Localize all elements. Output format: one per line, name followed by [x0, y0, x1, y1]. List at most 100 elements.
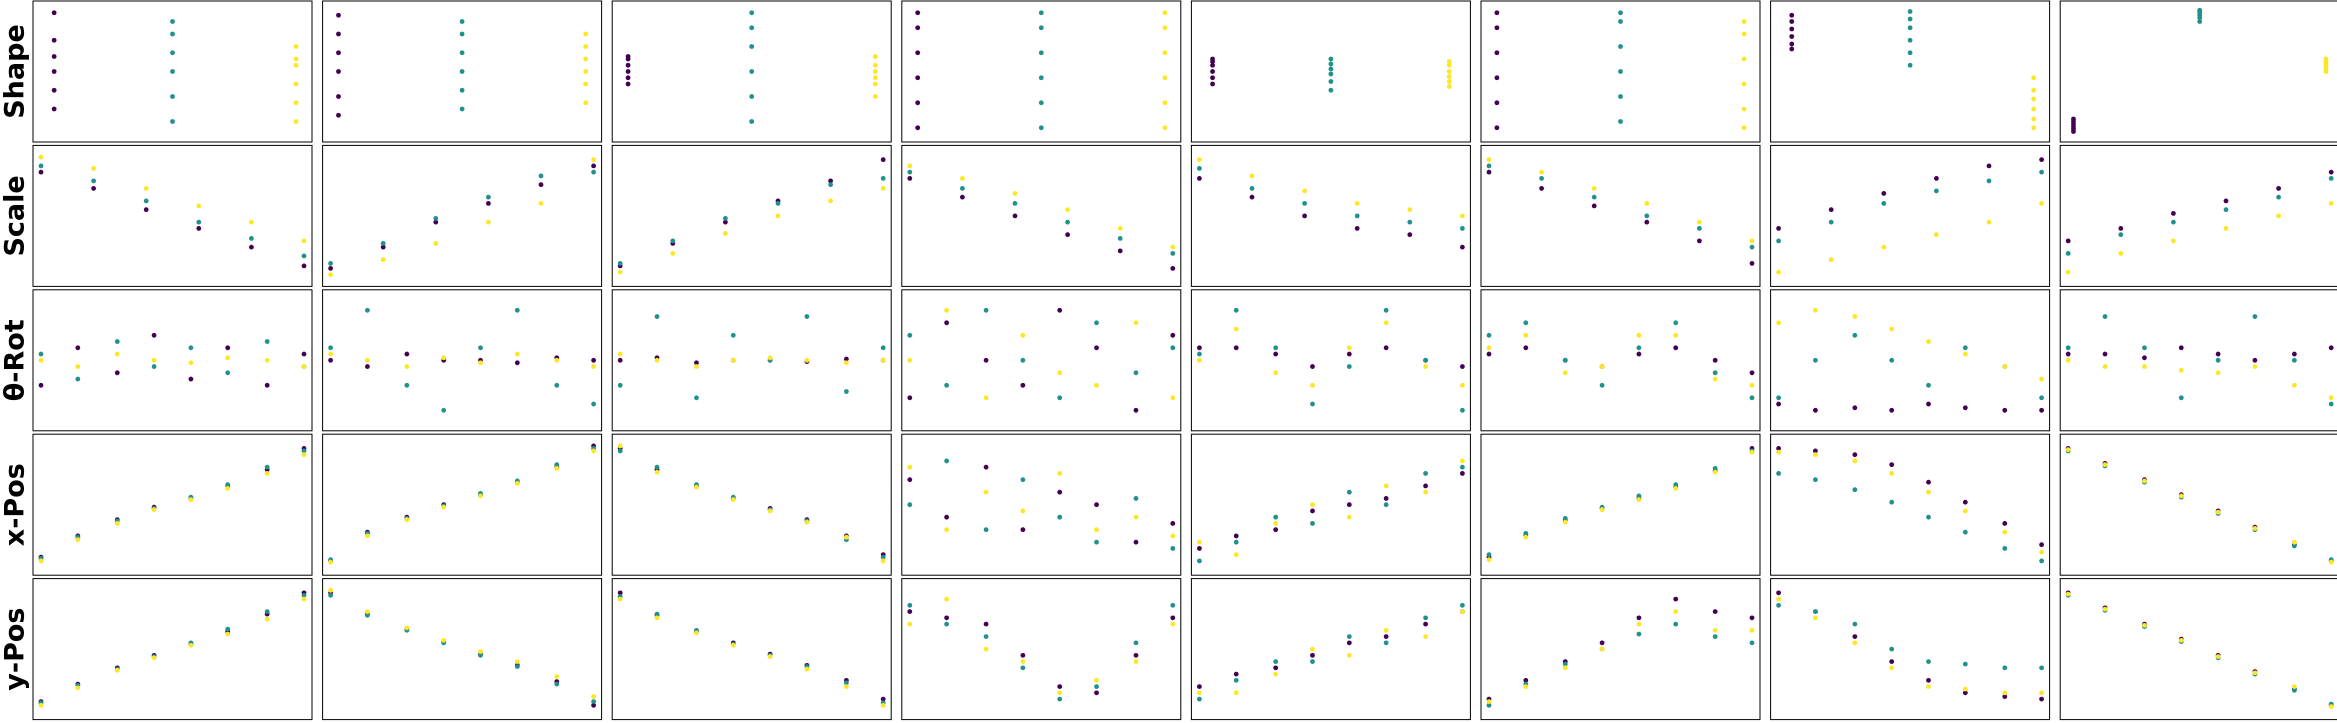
point — [730, 332, 736, 338]
point — [617, 590, 623, 596]
point — [1094, 320, 1099, 326]
point — [1117, 248, 1123, 254]
point — [983, 464, 989, 470]
point — [1038, 125, 1044, 131]
point — [907, 169, 913, 175]
point — [1446, 59, 1452, 64]
point — [478, 652, 483, 658]
point — [293, 44, 299, 49]
point — [1673, 609, 1679, 614]
point — [654, 464, 660, 470]
point — [336, 112, 341, 118]
point — [1962, 686, 1968, 692]
point — [1523, 677, 1529, 683]
point — [625, 75, 631, 81]
point — [1962, 690, 1968, 696]
point — [151, 507, 157, 513]
point — [625, 69, 631, 74]
point — [2197, 19, 2203, 24]
point — [2223, 226, 2229, 231]
point — [880, 345, 886, 351]
point — [1170, 602, 1176, 608]
point — [1210, 75, 1215, 81]
point — [1741, 19, 1747, 24]
point — [1776, 590, 1781, 596]
point — [2039, 558, 2044, 564]
panel-frame — [611, 433, 892, 576]
point — [2252, 670, 2258, 676]
point — [1618, 69, 1623, 74]
point — [2276, 194, 2282, 200]
point — [188, 497, 194, 503]
point — [1057, 489, 1063, 495]
panel-frame — [1770, 144, 2051, 287]
point — [1789, 41, 1795, 47]
point — [38, 169, 44, 175]
point — [872, 81, 878, 87]
point — [1383, 634, 1389, 639]
point — [514, 664, 520, 669]
point — [1776, 269, 1781, 275]
point — [872, 54, 878, 59]
point — [2178, 637, 2184, 643]
point — [1907, 25, 1913, 31]
point — [2002, 364, 2008, 369]
point — [365, 357, 370, 363]
point — [328, 357, 333, 363]
point — [459, 50, 465, 56]
point — [1094, 527, 1099, 533]
point — [915, 75, 921, 81]
panel-frame — [32, 578, 313, 721]
point — [1197, 539, 1202, 545]
point — [1249, 194, 1255, 200]
point — [1962, 508, 1968, 514]
point — [336, 69, 341, 74]
point — [1020, 332, 1026, 338]
point — [1423, 621, 1428, 627]
point — [1889, 462, 1895, 468]
point — [514, 360, 520, 366]
point — [1460, 213, 1465, 219]
point — [1460, 226, 1465, 231]
point — [730, 357, 736, 363]
point — [1636, 345, 1642, 351]
point — [114, 370, 120, 376]
point — [1926, 659, 1931, 664]
point — [1038, 50, 1044, 56]
point — [983, 357, 989, 363]
point — [591, 157, 596, 163]
point — [1020, 477, 1026, 483]
point — [170, 50, 175, 56]
point — [2276, 213, 2282, 219]
point — [1446, 69, 1452, 74]
point — [1233, 677, 1239, 683]
point — [2328, 559, 2334, 565]
point — [38, 357, 44, 363]
point — [1591, 194, 1597, 200]
point — [960, 194, 965, 200]
panel-frame — [611, 578, 892, 721]
point — [459, 106, 465, 112]
point — [872, 69, 878, 74]
point — [301, 253, 307, 259]
point — [1712, 466, 1718, 471]
point — [1354, 213, 1360, 219]
point — [1562, 516, 1568, 521]
point — [1197, 157, 1202, 163]
point — [404, 382, 410, 388]
panel-frame — [901, 433, 1182, 576]
point — [114, 521, 120, 526]
point — [1644, 201, 1650, 206]
point — [486, 219, 491, 225]
row-label: θ-Rot — [0, 319, 31, 401]
point — [2215, 509, 2221, 515]
point — [1094, 345, 1099, 351]
point — [328, 266, 333, 271]
point — [1926, 339, 1931, 344]
point — [944, 527, 950, 533]
point — [91, 178, 96, 184]
point — [2039, 376, 2044, 382]
point — [1673, 621, 1679, 627]
point — [880, 702, 886, 708]
point — [1423, 471, 1428, 476]
